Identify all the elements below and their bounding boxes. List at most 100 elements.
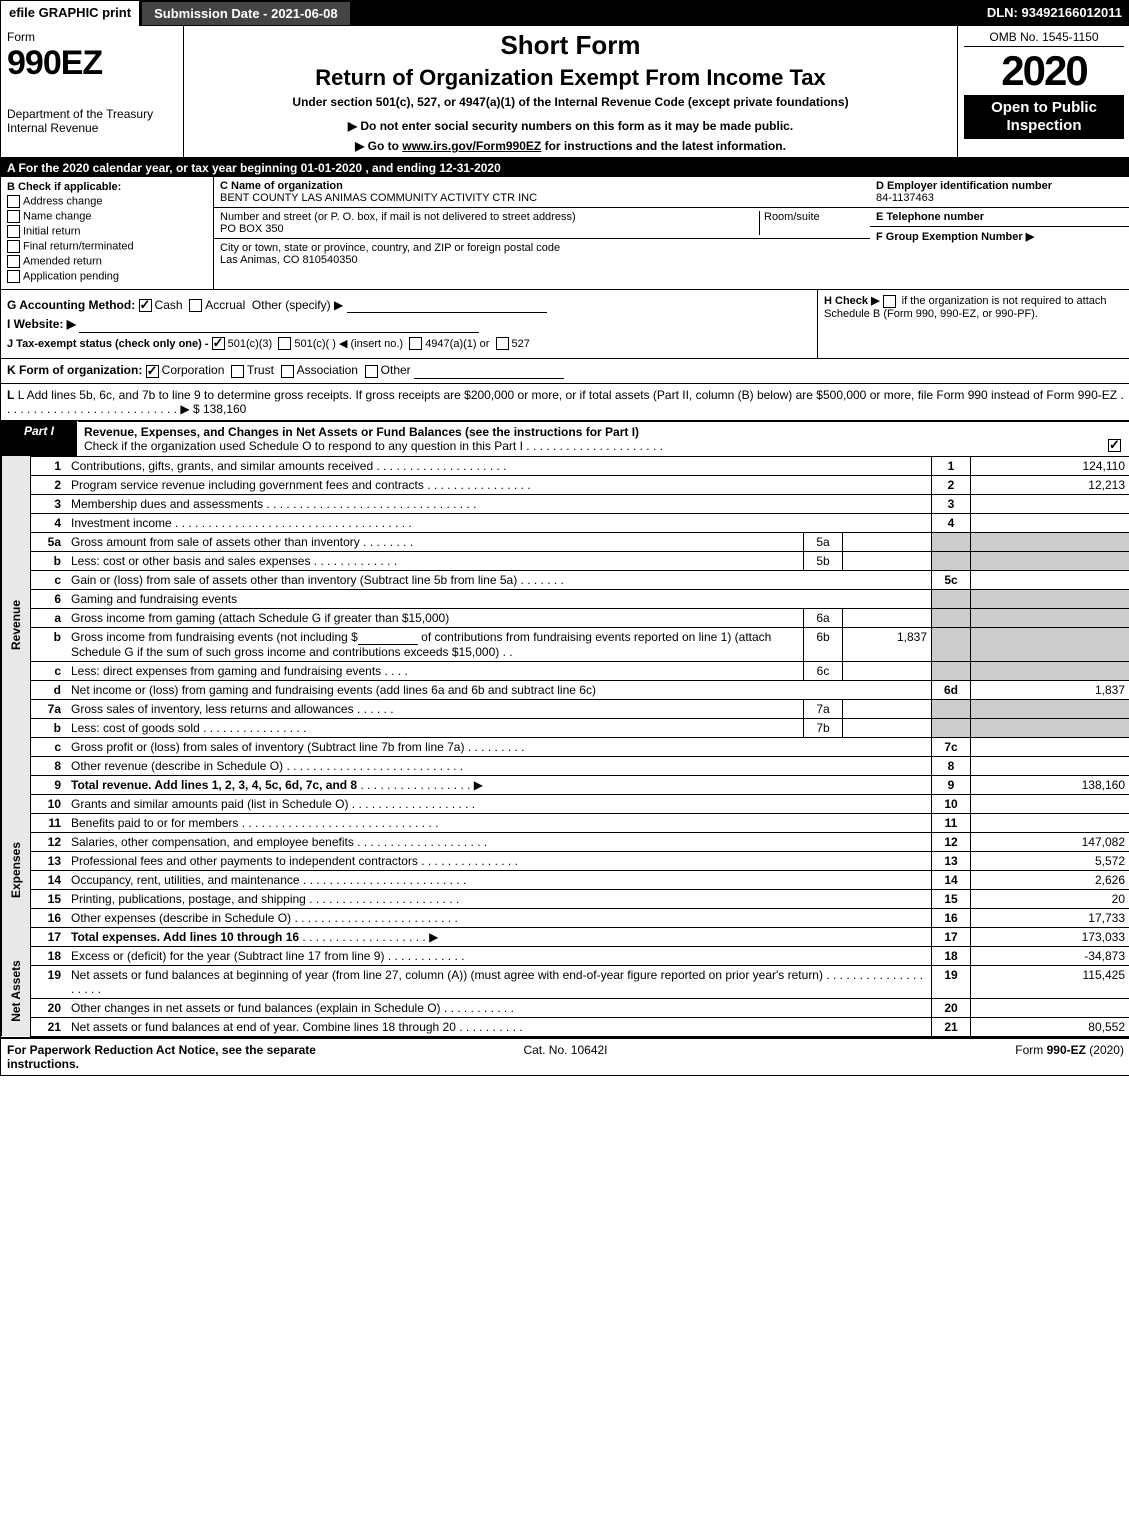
c-name-row: C Name of organization BENT COUNTY LAS A… [214, 177, 870, 208]
line-desc: Investment income . . . . . . . . . . . … [67, 513, 932, 532]
line-ref: 3 [932, 494, 971, 513]
cb-cash[interactable] [139, 299, 152, 312]
shade-cell [932, 589, 971, 608]
cb-label: Address change [23, 195, 103, 207]
line-desc: Contributions, gifts, grants, and simila… [67, 456, 932, 475]
part1-title: Revenue, Expenses, and Changes in Net As… [84, 425, 639, 439]
line-num: 9 [31, 775, 68, 794]
cb-corp[interactable] [146, 365, 159, 378]
line-amt: 17,733 [971, 908, 1129, 927]
line-amt: 20 [971, 889, 1129, 908]
line-amt [971, 794, 1129, 813]
line-desc: Gaming and fundraising events [67, 589, 932, 608]
checkbox-icon[interactable] [7, 225, 20, 238]
line-amt: 2,626 [971, 870, 1129, 889]
shade-cell [932, 661, 971, 680]
table-row: 4 Investment income . . . . . . . . . . … [2, 513, 1129, 532]
checkbox-icon[interactable] [7, 270, 20, 283]
cb-application-pending[interactable]: Application pending [7, 270, 207, 283]
line-num: c [31, 661, 68, 680]
efile-label[interactable]: efile GRAPHIC print [1, 1, 141, 26]
line-ref: 1 [932, 456, 971, 475]
sub-val [843, 718, 932, 737]
line-desc: Other revenue (describe in Schedule O) .… [67, 756, 932, 775]
ssn-note: ▶ Do not enter social security numbers o… [190, 119, 951, 133]
gk-block: G Accounting Method: Cash Accrual Other … [1, 290, 1129, 359]
cb-part1-scho[interactable] [1108, 439, 1121, 452]
part1-label: Part I [1, 421, 78, 456]
line-amt [971, 737, 1129, 756]
cb-h[interactable] [883, 295, 896, 308]
line-ref: 10 [932, 794, 971, 813]
cb-amended-return[interactable]: Amended return [7, 255, 207, 268]
cb-trust[interactable] [231, 365, 244, 378]
shade-cell [971, 532, 1129, 551]
cb-label: Application pending [23, 270, 119, 282]
cb-other[interactable] [365, 365, 378, 378]
line-desc: Net assets or fund balances at beginning… [67, 965, 932, 998]
line-desc: Other expenses (describe in Schedule O) … [67, 908, 932, 927]
table-row: 5a Gross amount from sale of assets othe… [2, 532, 1129, 551]
table-row: 9 Total revenue. Add lines 1, 2, 3, 4, 5… [2, 775, 1129, 794]
other-specify-input[interactable] [347, 298, 547, 313]
goto-link[interactable]: www.irs.gov/Form990EZ [402, 139, 541, 153]
table-row: Net Assets 18 Excess or (deficit) for th… [2, 946, 1129, 965]
dept-line2: Internal Revenue [7, 121, 177, 135]
line-ref: 19 [932, 965, 971, 998]
cb-label: Name change [23, 210, 92, 222]
line-desc: Grants and similar amounts paid (list in… [67, 794, 932, 813]
cb-initial-return[interactable]: Initial return [7, 225, 207, 238]
cash-label: Cash [155, 298, 183, 312]
cb-final-return[interactable]: Final return/terminated [7, 240, 207, 253]
sub-val [843, 532, 932, 551]
checkbox-icon[interactable] [7, 210, 20, 223]
l-line: L L Add lines 5b, 6c, and 7b to line 9 t… [1, 384, 1129, 421]
cb-501c3[interactable] [212, 337, 225, 350]
line-desc: Gross profit or (loss) from sales of inv… [67, 737, 932, 756]
k-trust: Trust [247, 363, 274, 377]
line-amt [971, 756, 1129, 775]
form-number: 990EZ [7, 44, 177, 83]
checkbox-icon[interactable] [7, 195, 20, 208]
cb-assoc[interactable] [281, 365, 294, 378]
checkbox-icon[interactable] [7, 255, 20, 268]
table-row: Revenue 1 Contributions, gifts, grants, … [2, 456, 1129, 475]
part1-title-wrap: Revenue, Expenses, and Changes in Net As… [78, 421, 1129, 456]
j-opt3: 4947(a)(1) or [425, 338, 489, 350]
checkbox-icon[interactable] [7, 240, 20, 253]
blank-input[interactable] [358, 630, 418, 645]
d-label: D Employer identification number [876, 180, 1052, 192]
k-other-input[interactable] [414, 364, 564, 379]
other-label: Other (specify) ▶ [252, 298, 343, 312]
cb-name-change[interactable]: Name change [7, 210, 207, 223]
bf-block: B Check if applicable: Address change Na… [1, 177, 1129, 290]
line-num: 4 [31, 513, 68, 532]
cb-501c[interactable] [278, 337, 291, 350]
line-num: 18 [31, 946, 68, 965]
line-num: c [31, 570, 68, 589]
section-b-title: B Check if applicable: [7, 181, 207, 193]
sub-ref: 7b [804, 718, 843, 737]
cb-accrual[interactable] [189, 299, 202, 312]
website-input[interactable] [79, 318, 479, 333]
line-desc: Less: direct expenses from gaming and fu… [67, 661, 804, 680]
sub-val [843, 551, 932, 570]
sub-val: 1,837 [843, 627, 932, 661]
line-num: 5a [31, 532, 68, 551]
table-row: 6 Gaming and fundraising events [2, 589, 1129, 608]
table-row: 7a Gross sales of inventory, less return… [2, 699, 1129, 718]
shade-cell [971, 551, 1129, 570]
j-opt4: 527 [512, 338, 530, 350]
cb-527[interactable] [496, 337, 509, 350]
line-num: 1 [31, 456, 68, 475]
l-amount: $ 138,160 [193, 402, 246, 416]
shade-cell [932, 532, 971, 551]
cb-address-change[interactable]: Address change [7, 195, 207, 208]
room-label: Room/suite [764, 211, 820, 223]
cb-4947[interactable] [409, 337, 422, 350]
omb-number: OMB No. 1545-1150 [964, 30, 1124, 47]
footer: For Paperwork Reduction Act Notice, see … [1, 1037, 1129, 1075]
city-value: Las Animas, CO 810540350 [220, 254, 358, 266]
header-right: OMB No. 1545-1150 2020 Open to Public In… [958, 26, 1129, 157]
accrual-label: Accrual [205, 298, 245, 312]
